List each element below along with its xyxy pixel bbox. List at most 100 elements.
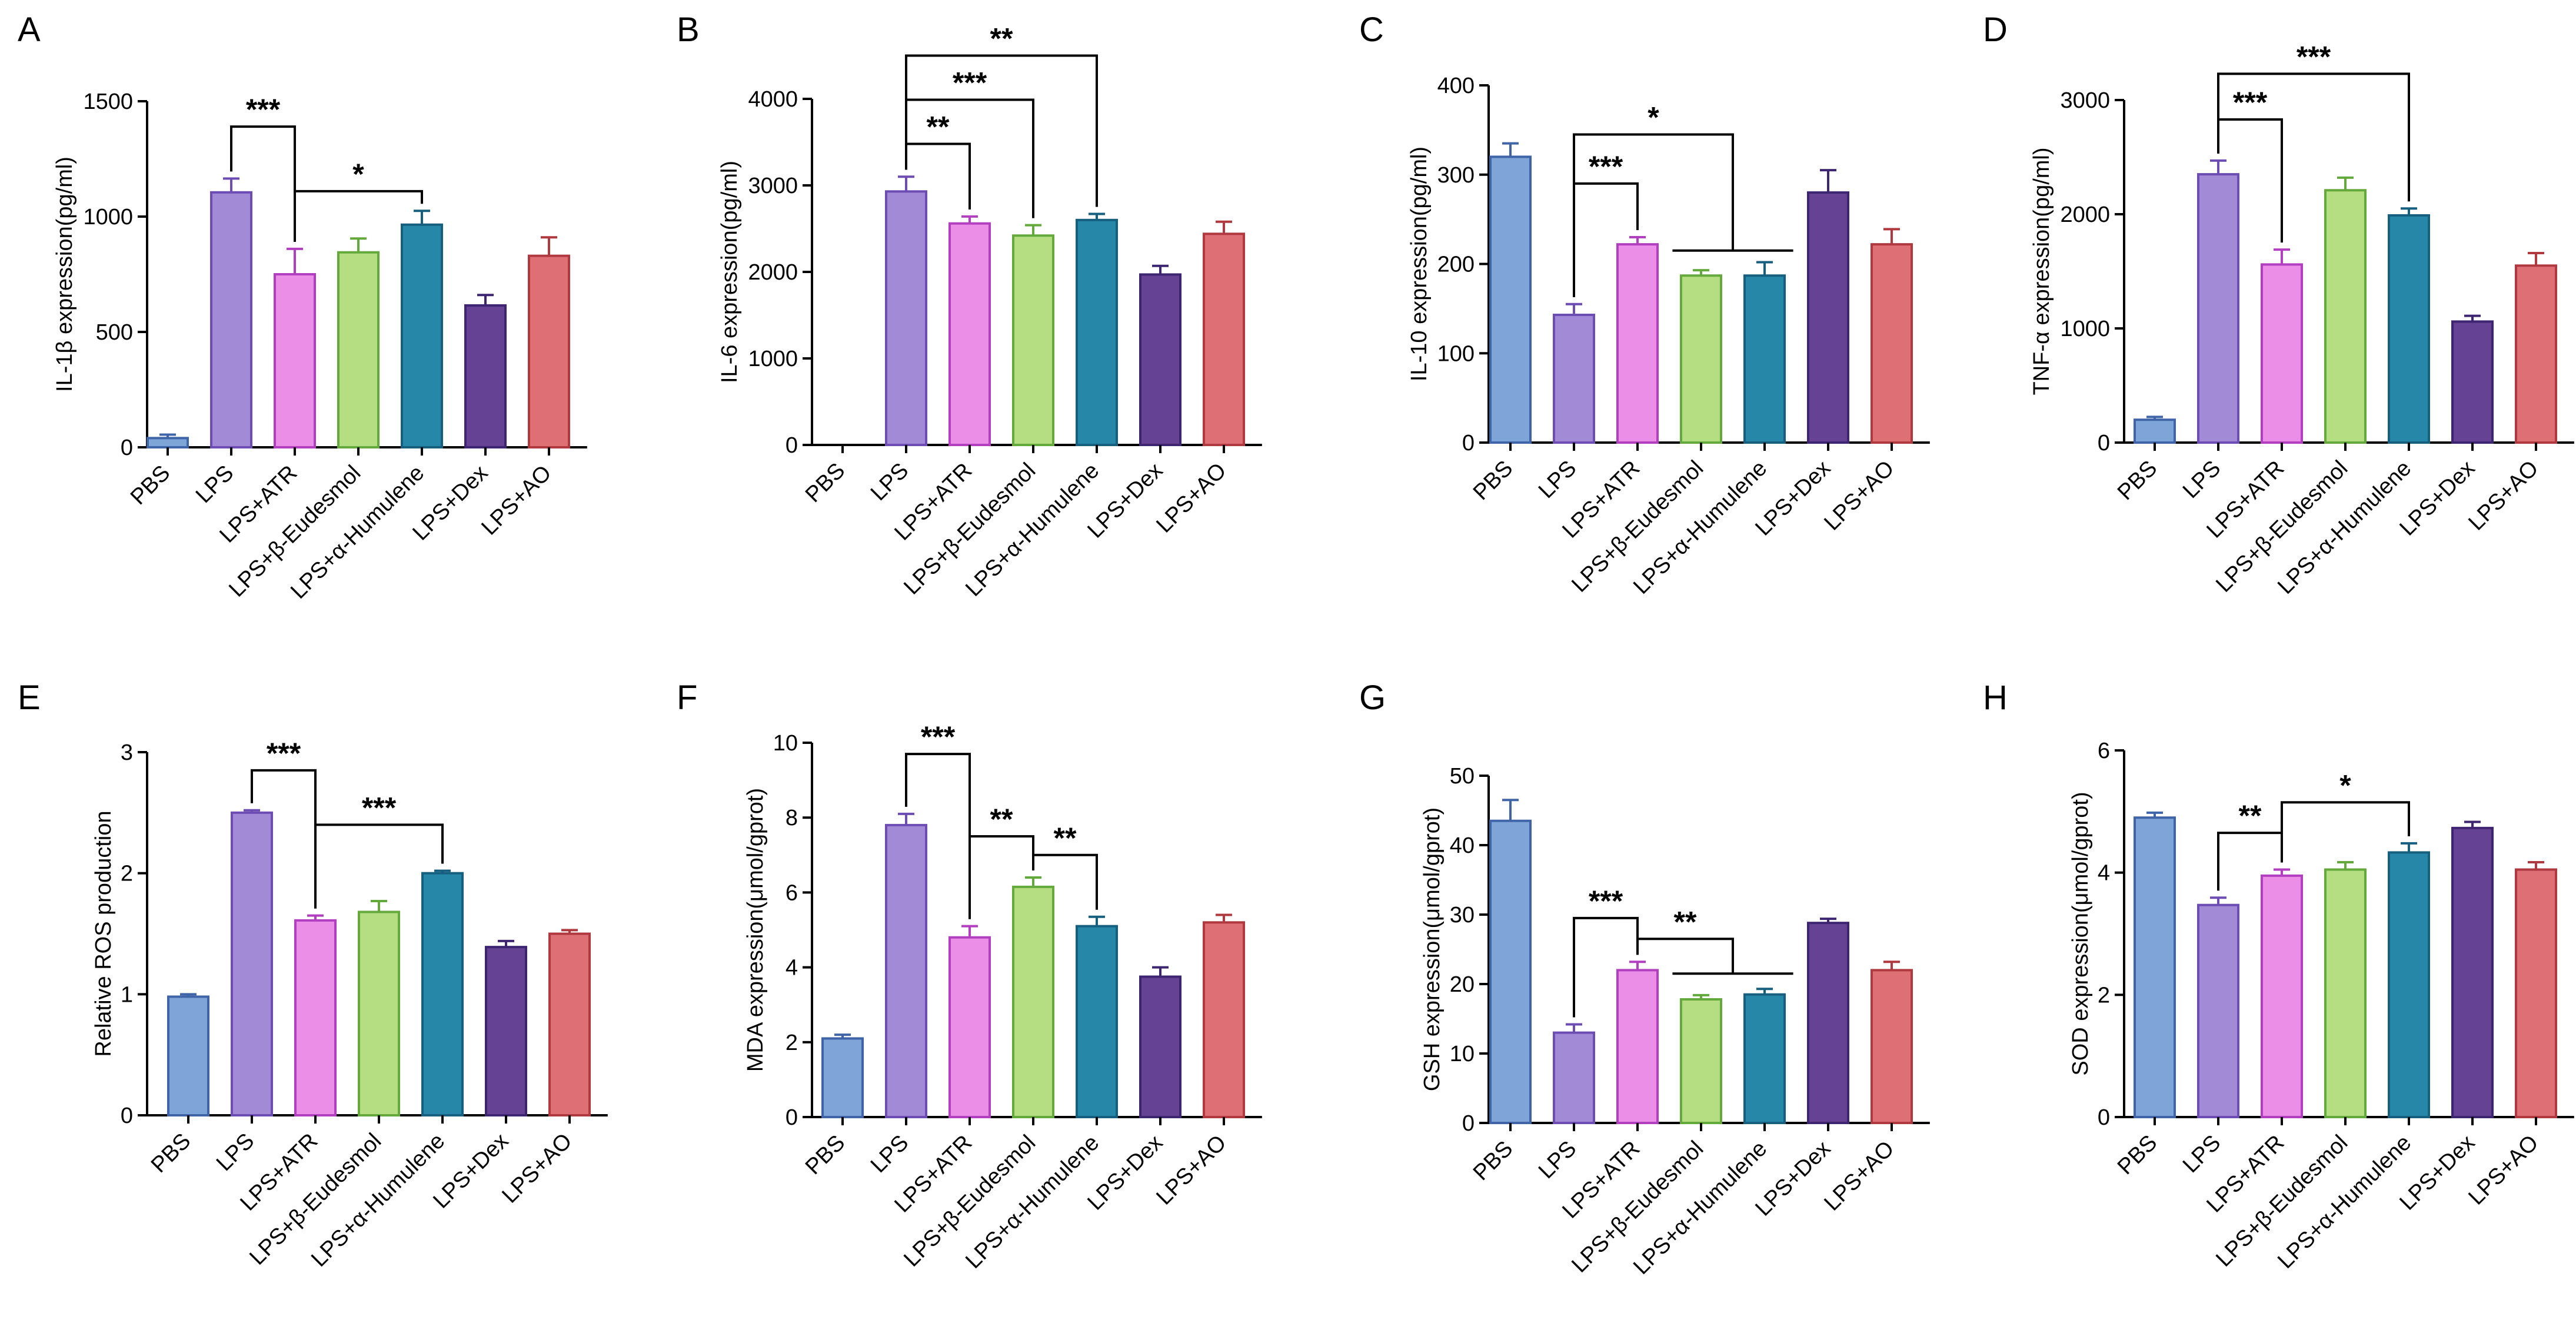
bar-lps-humulene bbox=[421, 872, 464, 1116]
y-tick-label: 50 bbox=[1450, 764, 1475, 789]
bar-lps-dex bbox=[464, 304, 507, 448]
y-tick-label: 6 bbox=[786, 880, 798, 905]
panel-c: C 0 100 200 300 400 IL-10 expression(pg/ml) PBS… bbox=[1359, 11, 1930, 599]
y-tick-label: 0 bbox=[786, 433, 798, 458]
y-tick-label: 2 bbox=[121, 862, 133, 886]
significance-bracket bbox=[230, 125, 296, 242]
bar-lps-atr bbox=[948, 936, 991, 1118]
significance-label: ** bbox=[2239, 799, 2262, 832]
category-label: LPS bbox=[191, 461, 238, 508]
significance-bracket bbox=[2217, 72, 2410, 202]
category-label: LPS+AO bbox=[497, 1129, 577, 1208]
bar-pbs bbox=[147, 437, 189, 449]
bar-lps-atr bbox=[1616, 243, 1659, 444]
category-label: LPS+AO bbox=[2464, 456, 2543, 536]
y-tick-label: 6 bbox=[2098, 739, 2110, 763]
category-label: LPS bbox=[866, 458, 913, 506]
bar-lps-atr bbox=[294, 919, 337, 1117]
bar-lps-eudesmol bbox=[2324, 868, 2367, 1118]
significance-bracket bbox=[314, 823, 444, 909]
y-tick-label: 4 bbox=[786, 956, 798, 981]
panel-letter: E bbox=[18, 679, 41, 717]
bar-pbs bbox=[2134, 816, 2176, 1118]
panel-letter: F bbox=[677, 679, 697, 717]
significance-label: *** bbox=[2233, 86, 2268, 119]
bar-lps-ao bbox=[1203, 232, 1245, 446]
category-label: LPS bbox=[212, 1129, 259, 1176]
significance-label: *** bbox=[246, 93, 281, 126]
significance-label: *** bbox=[2297, 40, 2331, 73]
significance-bracket bbox=[969, 835, 1034, 919]
y-axis-title: IL-10 expression(pg/ml) bbox=[1407, 147, 1432, 381]
bar-lps-atr bbox=[2261, 874, 2303, 1118]
y-tick-label: 0 bbox=[1462, 1111, 1475, 1136]
y-tick-label: 2000 bbox=[748, 260, 798, 285]
y-tick-label: 300 bbox=[1437, 163, 1475, 188]
panel-letter: D bbox=[1983, 11, 2008, 49]
significance-label: * bbox=[2339, 769, 2351, 802]
y-axis-title: SOD expression(μmol/gprot) bbox=[2068, 792, 2093, 1075]
category-label: LPS+AO bbox=[477, 461, 556, 540]
y-tick-label: 4 bbox=[2098, 861, 2110, 886]
y-tick-label: 2 bbox=[786, 1031, 798, 1055]
bar-lps-humulene bbox=[2388, 214, 2430, 444]
y-tick-label: 1500 bbox=[83, 89, 133, 114]
bar-lps-eudesmol bbox=[1680, 998, 1722, 1124]
bar-lps-eudesmol bbox=[358, 910, 400, 1116]
bar-lps-dex bbox=[1139, 273, 1182, 446]
significance-bracket bbox=[294, 190, 423, 242]
panel-d: D 0 1000 2000 3000 TNF-α expression(pg/ml) PBS… bbox=[1983, 11, 2574, 599]
panel-f: F 0 2 4 6 8 10 MDA expression(μmol/gprot) PBS LPS… bbox=[677, 679, 1262, 1274]
y-tick-label: 1000 bbox=[2060, 317, 2110, 341]
significance-label: * bbox=[352, 158, 364, 191]
category-label: LPS bbox=[2178, 456, 2225, 503]
bar-lps-eudesmol bbox=[2324, 189, 2367, 444]
significance-label: * bbox=[1648, 101, 1659, 134]
bar-lps-humulene bbox=[2388, 851, 2430, 1118]
significance-label: ** bbox=[1674, 905, 1697, 938]
bar-lps-atr bbox=[274, 273, 316, 448]
category-label: PBS bbox=[1469, 456, 1517, 505]
bar-lps-humulene bbox=[1076, 925, 1118, 1118]
significance-label: *** bbox=[1589, 885, 1623, 918]
category-label: LPS+AO bbox=[1151, 1131, 1231, 1210]
panel-letter: C bbox=[1359, 11, 1384, 49]
significance-bracket bbox=[1636, 938, 1734, 974]
significance-label: *** bbox=[921, 720, 956, 753]
category-label: LPS+AO bbox=[2464, 1131, 2543, 1210]
bar-lps-ao bbox=[2515, 868, 2557, 1118]
category-label: LPS+AO bbox=[1819, 1136, 1899, 1216]
bar-pbs bbox=[1489, 819, 1532, 1124]
y-tick-label: 0 bbox=[2098, 1105, 2110, 1130]
y-tick-label: 4000 bbox=[748, 87, 798, 112]
y-tick-label: 2000 bbox=[2060, 202, 2110, 227]
bar-lps bbox=[885, 190, 927, 446]
significance-bracket bbox=[1573, 133, 1734, 297]
bar-lps bbox=[2197, 173, 2239, 444]
bar-lps-ao bbox=[1871, 969, 1913, 1125]
bar-lps-atr bbox=[2261, 263, 2303, 444]
panel-letter: H bbox=[1983, 679, 2008, 717]
category-label: PBS bbox=[2113, 1131, 2162, 1179]
bar-lps-eudesmol bbox=[1012, 234, 1054, 446]
y-tick-label: 3000 bbox=[2060, 88, 2110, 113]
significance-bracket bbox=[905, 54, 1098, 207]
bar-lps-dex bbox=[1807, 922, 1849, 1125]
bar-lps-ao bbox=[528, 254, 570, 448]
bar-lps-humulene bbox=[1743, 274, 1786, 444]
category-label: LPS bbox=[2178, 1131, 2225, 1178]
y-tick-label: 1000 bbox=[748, 347, 798, 371]
bar-lps bbox=[2197, 903, 2239, 1119]
significance-label: ** bbox=[990, 22, 1013, 55]
category-label: PBS bbox=[801, 458, 850, 507]
significance-bracket bbox=[1032, 853, 1098, 910]
y-axis-title: TNF-α expression(pg/ml) bbox=[2029, 147, 2054, 395]
significance-label: ** bbox=[927, 110, 950, 143]
bar-lps bbox=[1553, 1031, 1595, 1124]
category-label: LPS+AO bbox=[1151, 458, 1231, 538]
y-axis-title: IL-1β expression(pg/ml) bbox=[52, 157, 77, 392]
significance-label: ** bbox=[990, 803, 1013, 836]
panel-letter: B bbox=[677, 11, 700, 49]
